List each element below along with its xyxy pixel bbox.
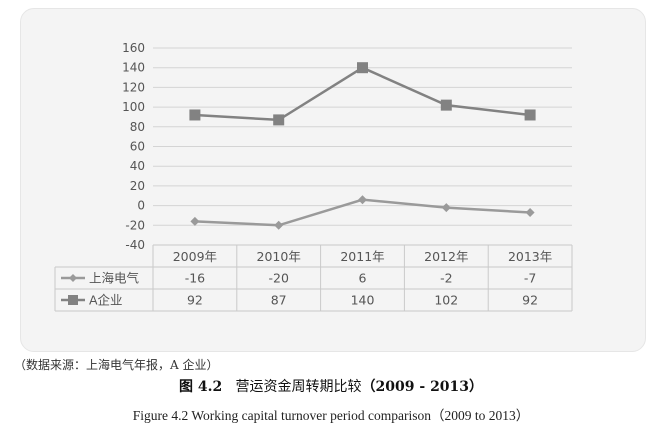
data-table-value: 87 xyxy=(271,293,287,308)
data-point-square xyxy=(440,99,452,111)
legend-marker-diamond xyxy=(69,274,77,282)
data-table-value: 92 xyxy=(187,293,203,308)
figure-title-chinese: 营运资金周转期比较 xyxy=(235,379,362,395)
figure-caption-chinese: 图 4.2 营运资金周转期比较（2009 - 2013） xyxy=(0,376,662,396)
data-point-square xyxy=(189,109,201,121)
figure-caption-english: Figure 4.2 Working capital turnover peri… xyxy=(132,408,530,423)
y-tick-label: 120 xyxy=(122,80,145,94)
category-label: 2013年 xyxy=(508,249,552,264)
series-line-1 xyxy=(194,66,531,122)
data-point-square xyxy=(273,114,285,126)
category-label: 2011年 xyxy=(340,249,384,264)
category-label: 2012年 xyxy=(424,249,468,264)
data-table-value: -2 xyxy=(440,271,452,286)
y-tick-label: 20 xyxy=(130,179,145,193)
y-tick-label: -20 xyxy=(125,218,145,232)
data-table-value: 92 xyxy=(522,293,538,308)
legend-label: A企业 xyxy=(89,293,123,308)
y-tick-label: 160 xyxy=(122,41,145,55)
data-point-diamond xyxy=(525,207,535,217)
legend-label: 上海电气 xyxy=(89,271,140,286)
category-label: 2010年 xyxy=(257,249,301,264)
data-point-square xyxy=(357,62,368,74)
data-point-diamond xyxy=(190,216,200,226)
figure-years: （2009 - 2013） xyxy=(361,379,484,395)
data-source-note: （数据来源：上海电气年报，A 企业） xyxy=(14,358,219,372)
chart-card xyxy=(20,8,646,352)
data-point-diamond xyxy=(441,203,451,213)
legend-marker-square xyxy=(68,295,78,305)
data-table-value: -7 xyxy=(524,271,536,286)
data-point-diamond xyxy=(274,220,284,230)
figure-number: 图 4.2 xyxy=(178,379,223,395)
y-tick-label: -40 xyxy=(125,238,145,252)
data-point-diamond xyxy=(358,195,367,205)
data-table-value: 6 xyxy=(359,271,367,286)
y-tick-label: 80 xyxy=(130,120,145,134)
data-table-value: 140 xyxy=(351,293,375,308)
y-tick-label: 0 xyxy=(137,199,145,213)
y-tick-label: 40 xyxy=(130,159,145,173)
category-label: 2009年 xyxy=(173,249,217,264)
data-table-value: -20 xyxy=(268,271,288,286)
data-table-value: -16 xyxy=(185,271,205,286)
data-point-square xyxy=(524,109,536,121)
y-tick-label: 100 xyxy=(122,100,145,114)
y-tick-label: 140 xyxy=(122,61,145,75)
data-table-value: 102 xyxy=(434,293,458,308)
y-tick-label: 60 xyxy=(130,140,145,154)
